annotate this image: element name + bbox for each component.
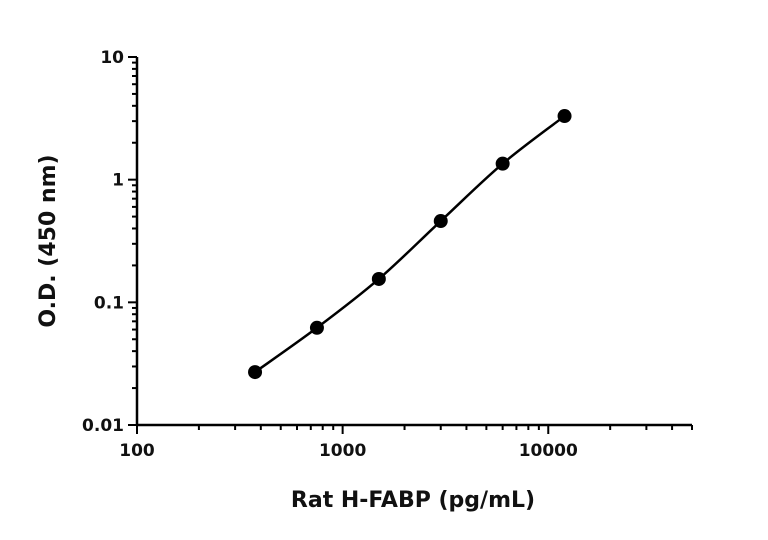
tick-labels: 100 1000 10000 0.01 0.1 1 10 [82, 48, 578, 461]
y-axis-title: O.D. (450 nm) [36, 154, 61, 327]
data-point-4 [495, 156, 510, 171]
data-point-5 [557, 109, 572, 124]
y-tick-label-10: 10 [100, 48, 124, 68]
x-axis-title: Rat H-FABP (pg/mL) [291, 488, 535, 513]
data-point-0 [248, 365, 263, 380]
ticks [128, 56, 693, 434]
x-tick-label-100: 100 [119, 441, 155, 461]
data-points [248, 109, 572, 380]
y-tick-label-0.01: 0.01 [82, 416, 124, 436]
x-tick-label-1000: 1000 [319, 441, 366, 461]
fit-curve [254, 115, 566, 374]
axes [135, 57, 692, 427]
x-tick-label-10000: 10000 [519, 441, 578, 461]
data-point-3 [433, 214, 448, 229]
data-point-1 [309, 320, 324, 335]
y-tick-label-0.1: 0.1 [94, 293, 124, 313]
data-point-2 [371, 271, 386, 286]
y-tick-label-1: 1 [112, 171, 124, 191]
